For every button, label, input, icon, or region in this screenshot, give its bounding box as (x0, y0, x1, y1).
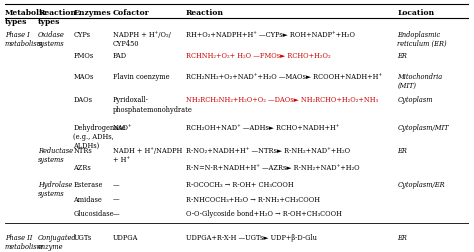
Text: Reductase
systems: Reductase systems (38, 147, 73, 164)
Text: Dehydrogenase
(e.g., ADHs,
ALDHs): Dehydrogenase (e.g., ADHs, ALDHs) (73, 123, 126, 150)
Text: RCH₂NH₂+O₂+NAD⁺+H₂O —MAOs► RCOOH+NADH+H⁺: RCH₂NH₂+O₂+NAD⁺+H₂O —MAOs► RCOOH+NADH+H⁺ (186, 73, 382, 81)
Text: Phase I
metabolism: Phase I metabolism (5, 31, 44, 48)
Text: Esterase: Esterase (73, 181, 103, 189)
Text: FAD: FAD (112, 52, 127, 60)
Text: ER: ER (397, 52, 407, 60)
Text: Cytoplasm: Cytoplasm (397, 96, 433, 104)
Text: FMOs: FMOs (73, 52, 94, 60)
Text: AZRs: AZRs (73, 164, 91, 172)
Text: RCHNH₂+O₂+ H₂O —FMOs► RCHO+H₂O₂: RCHNH₂+O₂+ H₂O —FMOs► RCHO+H₂O₂ (186, 52, 330, 60)
Text: CYPs: CYPs (73, 31, 91, 39)
Text: Metabolic
types: Metabolic types (5, 9, 47, 26)
Text: NTRs: NTRs (73, 147, 92, 155)
Text: —: — (112, 210, 119, 218)
Text: Hydrolase
systems: Hydrolase systems (38, 181, 73, 198)
Text: UDPGA+R-X-H —UGTs► UDP+β-D-Glu: UDPGA+R-X-H —UGTs► UDP+β-D-Glu (186, 234, 317, 242)
Text: O-O-Glycoside bond+H₂O → R-OH+CH₃COOH: O-O-Glycoside bond+H₂O → R-OH+CH₃COOH (186, 210, 342, 218)
Text: NADPH + H⁺/O₂/
CYP450: NADPH + H⁺/O₂/ CYP450 (112, 31, 170, 48)
Text: Glucosidase: Glucosidase (73, 210, 114, 218)
Text: R-NHCOCH₃+H₂O → R-NH₂+CH₃COOH: R-NHCOCH₃+H₂O → R-NH₂+CH₃COOH (186, 196, 320, 204)
Text: Conjugated
enzyme
systems: Conjugated enzyme systems (38, 234, 77, 252)
Text: —: — (112, 196, 119, 204)
Text: Reaction
types: Reaction types (38, 9, 76, 26)
Text: RCH₂OH+NAD⁺ —ADHs► RCHO+NADH+H⁺: RCH₂OH+NAD⁺ —ADHs► RCHO+NADH+H⁺ (186, 123, 339, 132)
Text: Amidase: Amidase (73, 196, 102, 204)
Text: R-OCOCH₃ → R-OH+ CH₃COOH: R-OCOCH₃ → R-OH+ CH₃COOH (186, 181, 293, 189)
Text: Cytoplasm/ER: Cytoplasm/ER (397, 181, 445, 189)
Text: Oxidase
systems: Oxidase systems (38, 31, 65, 48)
Text: R-N=N-R+NADH+H⁺ —AZRs► R-NH₂+NAD⁺+H₂O: R-N=N-R+NADH+H⁺ —AZRs► R-NH₂+NAD⁺+H₂O (186, 164, 359, 172)
Text: Location: Location (397, 9, 434, 17)
Text: ER: ER (397, 147, 407, 155)
Text: DAOs: DAOs (73, 96, 92, 104)
Text: MAOs: MAOs (73, 73, 94, 81)
Text: —: — (112, 181, 119, 189)
Text: Cofactor: Cofactor (112, 9, 149, 17)
Text: ER: ER (397, 234, 407, 242)
Text: NADH + H⁺/NADPH
+ H⁺: NADH + H⁺/NADPH + H⁺ (112, 147, 182, 164)
Text: Mitochondria
(MIT): Mitochondria (MIT) (397, 73, 443, 90)
Text: NH₂RCH₂NH₂+H₂O+O₂ —DAOs► NH₂RCHO+H₂O₂+NH₃: NH₂RCH₂NH₂+H₂O+O₂ —DAOs► NH₂RCHO+H₂O₂+NH… (186, 96, 378, 104)
Text: UGTs: UGTs (73, 234, 92, 242)
Text: UDPGA: UDPGA (112, 234, 138, 242)
Text: R-NO₂+NADH+H⁺ —NTRs► R-NH₂+NAD⁺+H₂O: R-NO₂+NADH+H⁺ —NTRs► R-NH₂+NAD⁺+H₂O (186, 147, 350, 155)
Text: Phase II
metabolism: Phase II metabolism (5, 234, 44, 251)
Text: Reaction: Reaction (186, 9, 224, 17)
Text: NAD⁺: NAD⁺ (112, 123, 132, 132)
Text: Pyridoxall-
phosphatemonohydrate: Pyridoxall- phosphatemonohydrate (112, 96, 192, 114)
Text: Endoplasmic
reticulum (ER): Endoplasmic reticulum (ER) (397, 31, 447, 48)
Text: RH+O₂+NADPH+H⁺ —CYPs► ROH+NADP⁺+H₂O: RH+O₂+NADPH+H⁺ —CYPs► ROH+NADP⁺+H₂O (186, 31, 355, 39)
Text: Cytoplasm/MIT: Cytoplasm/MIT (397, 123, 449, 132)
Text: Flavin coenzyme: Flavin coenzyme (112, 73, 169, 81)
Text: Enzymes: Enzymes (73, 9, 111, 17)
